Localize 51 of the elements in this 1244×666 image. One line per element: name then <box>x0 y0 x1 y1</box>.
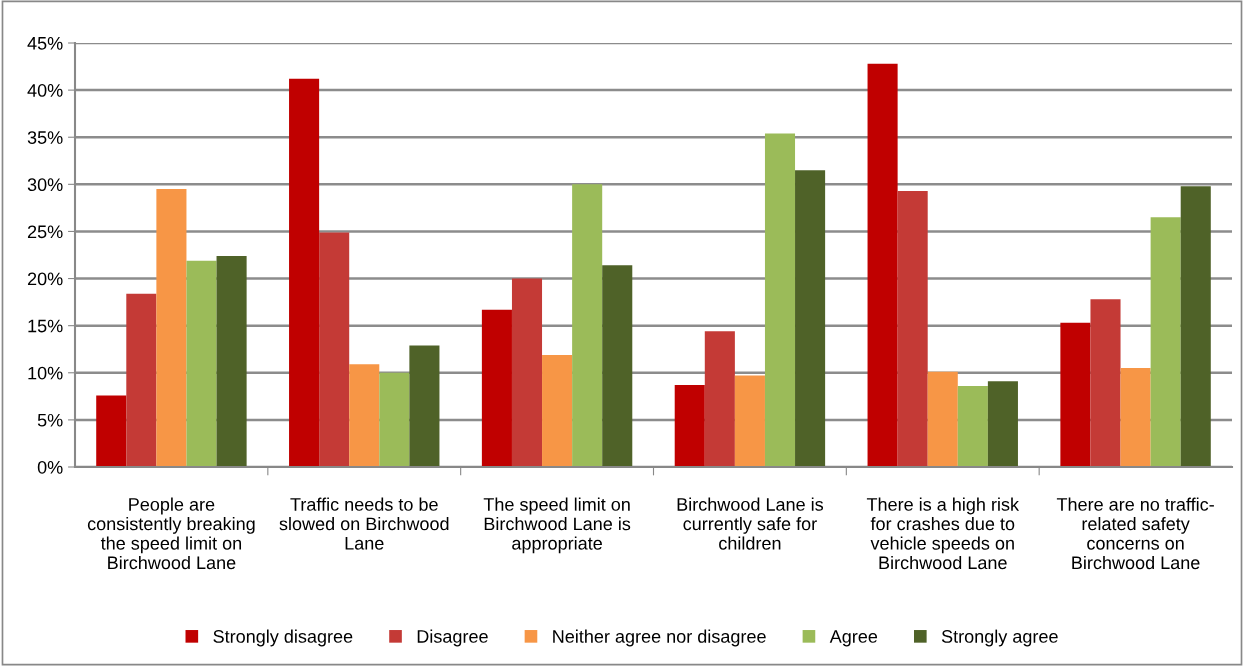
bar <box>216 255 247 467</box>
y-tick-label: 5% <box>37 413 63 427</box>
legend-label: Neither agree nor disagree <box>553 629 766 647</box>
bar <box>379 372 410 467</box>
bar <box>319 232 350 467</box>
legend-label: Agree <box>829 630 878 647</box>
x-tick-label: There are no traffic- related safety concerns on Birchwood Lane <box>1056 497 1214 570</box>
y-tick-label: 20% <box>27 272 63 286</box>
bar <box>867 63 898 467</box>
bar <box>289 78 320 467</box>
bar <box>734 375 765 467</box>
y-tick-label: 40% <box>27 84 63 97</box>
x-tick-label: There is a high risk for crashes due to vehicle speeds on Birchwood Lane <box>866 497 1020 570</box>
bar <box>1120 368 1151 467</box>
bar <box>764 133 796 467</box>
bar <box>957 385 988 467</box>
bar <box>572 184 603 467</box>
bar <box>349 364 380 467</box>
legend-label: Strongly disagree <box>213 629 353 647</box>
x-tick-label: Traffic needs to be slowed on Birchwood Lane <box>279 497 449 550</box>
bar <box>409 345 440 467</box>
bar <box>1150 217 1181 467</box>
bar <box>927 371 958 467</box>
y-tick-label: 45% <box>27 37 63 50</box>
x-tick-label: The speed limit on Birchwood Lane is appropriate <box>483 497 631 554</box>
bar <box>1060 322 1091 467</box>
x-tick-label: People are consistently breaking the speed limit on Birchwood Lane <box>87 497 255 570</box>
bar <box>542 354 573 467</box>
legend-label: Disagree <box>417 629 488 647</box>
legend-label: Strongly agree <box>941 629 1058 647</box>
bar <box>1090 299 1121 467</box>
y-tick-label: 10% <box>28 366 63 380</box>
x-tick-label: Birchwood Lane is currently safe for children <box>677 497 824 550</box>
bar <box>126 293 157 467</box>
bar <box>511 278 543 467</box>
y-tick-label: 35% <box>27 131 63 144</box>
y-tick-label: 0% <box>37 460 63 474</box>
bar <box>481 309 512 467</box>
bar <box>96 395 127 467</box>
y-tick-label: 15% <box>28 319 63 333</box>
y-tick-label: 30% <box>27 178 63 192</box>
bar <box>602 265 633 467</box>
bar <box>1180 186 1211 467</box>
y-tick-label: 25% <box>27 225 63 239</box>
bar <box>897 190 928 467</box>
bar <box>704 331 735 467</box>
bar <box>987 381 1018 467</box>
bar <box>186 260 217 467</box>
bar <box>674 385 705 467</box>
bar <box>795 170 826 467</box>
bar <box>156 189 187 467</box>
